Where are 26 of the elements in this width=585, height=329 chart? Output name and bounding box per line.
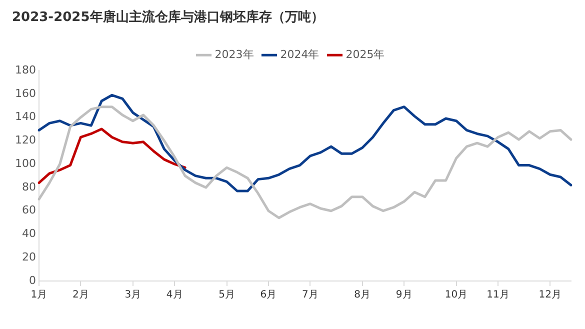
x-tick-label: 7月 xyxy=(302,290,318,301)
y-tick-label: 80 xyxy=(22,180,36,194)
x-tick-label: 6月 xyxy=(260,290,277,301)
y-tick-label: 20 xyxy=(22,250,36,264)
legend-label: 2024年 xyxy=(280,48,320,61)
x-tick-label: 9月 xyxy=(396,290,412,301)
x-tick-label: 11月 xyxy=(486,290,510,301)
legend-label: 2025年 xyxy=(346,48,385,61)
x-tick-label: 12月 xyxy=(538,290,562,301)
y-tick-label: 120 xyxy=(14,134,36,147)
x-tick-label: 4月 xyxy=(166,290,183,301)
chart-title: 2023-2025年唐山主流仓库与港口钢坯库存（万吨） xyxy=(12,9,324,26)
x-tick-label: 8月 xyxy=(354,290,371,301)
x-tick-label: 3月 xyxy=(124,290,142,301)
y-tick-label: 160 xyxy=(14,86,36,100)
y-tick-label: 0 xyxy=(28,274,36,287)
y-tick-label: 140 xyxy=(14,110,36,124)
legend-label: 2023年 xyxy=(214,48,254,61)
x-tick-label: 5月 xyxy=(218,290,235,301)
x-tick-label: 10月 xyxy=(444,290,468,301)
y-tick-label: 60 xyxy=(22,204,36,217)
x-tick-label: 1月 xyxy=(30,290,48,301)
y-tick-label: 180 xyxy=(14,63,36,76)
y-tick-label: 100 xyxy=(14,156,36,170)
y-tick-label: 40 xyxy=(22,227,36,240)
x-tick-label: 2月 xyxy=(72,290,89,301)
